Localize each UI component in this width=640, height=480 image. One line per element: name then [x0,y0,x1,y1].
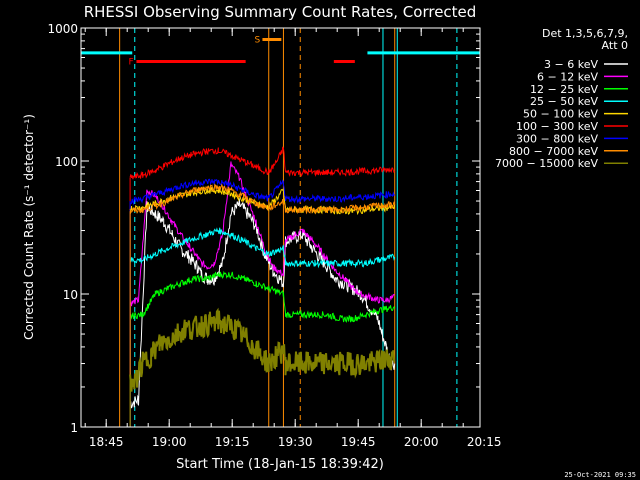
legend-label-4: 50 − 100 keV [523,108,598,121]
legend-label-5: 100 − 300 keV [516,120,598,133]
x-tick-label-6: 20:15 [467,435,502,449]
legend-label-1: 6 − 12 keV [537,70,598,83]
legend-label-0: 3 − 6 keV [544,58,598,71]
series-line-8 [129,307,396,392]
plot-frame [80,27,481,428]
series-line-5 [129,146,396,180]
legend-label-7: 800 − 7000 keV [509,145,598,158]
x-tick-label-3: 19:30 [278,435,313,449]
chart-title: RHESSI Observing Summary Count Rates, Co… [84,3,477,21]
series-line-1 [129,161,395,307]
y-tick-label-3: 1000 [47,22,78,36]
legend-label-8: 7000 − 15000 keV [495,157,598,170]
x-tick-label-2: 19:15 [215,435,250,449]
x-axis-label: Start Time (18-Jan-15 18:39:42) [176,457,384,472]
series-line-6 [129,178,396,206]
x-tick-label-5: 20:00 [404,435,439,449]
x-tick-label-4: 19:45 [341,435,376,449]
x-tick-label-0: 18:45 [89,435,124,449]
legend-label-3: 25 − 50 keV [530,95,598,108]
footer-timestamp: 25-Oct-2021 09:35 [564,471,636,479]
series-line-7 [129,183,396,215]
legend-header-1: Att 0 [602,39,628,52]
y-axis-label: Corrected Count Rate (s⁻¹ detector⁻¹) [22,114,36,340]
series-line-2 [129,270,396,323]
y-tick-label-0: 1 [70,421,78,435]
y-tick-label-2: 100 [55,155,78,169]
legend-label-2: 12 − 25 keV [530,83,598,96]
y-tick-label-1: 10 [63,288,78,302]
legend-header-0: Det 1,3,5,6,7,9, [542,27,628,40]
series-line-3 [130,227,396,269]
legend-label-6: 300 − 800 keV [516,132,598,145]
flag-label-S: S [254,35,260,45]
series-line-0 [129,198,396,409]
x-tick-label-1: 19:00 [152,435,187,449]
flag-label-F: F [128,57,133,67]
